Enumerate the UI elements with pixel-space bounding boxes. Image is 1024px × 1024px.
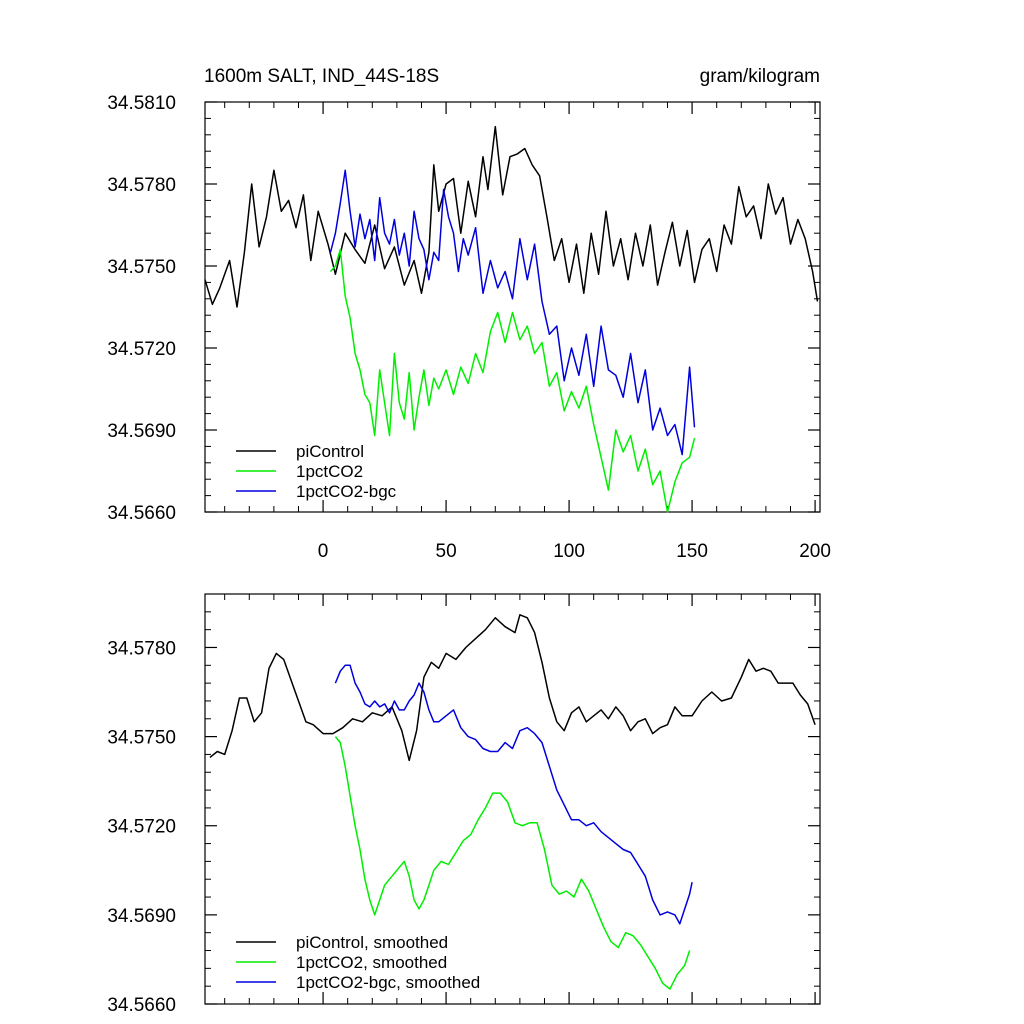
x-tick-label: 0 xyxy=(318,541,329,562)
series-line-picontrol xyxy=(204,125,819,308)
legend-label: 1pctCO2-bgc, smoothed xyxy=(296,973,480,992)
y-tick-label: 34.5660 xyxy=(107,503,176,524)
top-y-tick-labels: 34.5660 34.5690 34.5720 34.5750 34.5780 34.58… xyxy=(107,93,176,524)
x-tick-label: 150 xyxy=(676,541,708,562)
y-tick-label: 34.5690 xyxy=(107,421,176,442)
y-tick-label: 34.5690 xyxy=(107,906,176,927)
top-ticks xyxy=(205,101,820,513)
series-line-1pctco2-smoothed xyxy=(334,736,691,990)
top-panel: 34.5660 34.5690 34.5720 34.5750 34.5780 34.58… xyxy=(107,93,831,562)
figure-title: 1600m SALT, IND_44S-18S xyxy=(204,66,439,87)
y-tick-label: 34.5780 xyxy=(107,638,176,659)
bottom-ticks xyxy=(205,593,820,1005)
legend-label: 1pctCO2 xyxy=(296,462,363,481)
top-x-tick-labels: 0 50 100 150 200 xyxy=(318,541,831,562)
bottom-y-tick-labels: 34.5660 34.5690 34.5720 34.5750 34.5780 xyxy=(107,638,176,1016)
y-tick-label: 34.5660 xyxy=(107,995,176,1016)
series-line-1pctco2-bgc-smoothed xyxy=(334,664,693,925)
bottom-plot-frame xyxy=(204,593,821,1005)
legend-label: 1pctCO2, smoothed xyxy=(296,953,447,972)
series-line-picontrol-smoothed xyxy=(209,614,816,762)
units-label: gram/kilogram xyxy=(700,66,820,87)
y-tick-label: 34.5810 xyxy=(107,93,176,114)
x-tick-label: 100 xyxy=(553,541,585,562)
x-tick-label: 50 xyxy=(436,541,457,562)
bottom-panel: 34.5660 34.5690 34.5720 34.5750 34.5780 piCo… xyxy=(107,593,821,1016)
top-series-lines xyxy=(204,125,819,513)
y-tick-label: 34.5720 xyxy=(107,817,176,838)
top-plot-frame xyxy=(204,101,821,513)
legend-label: piControl xyxy=(296,442,364,461)
bottom-series-lines xyxy=(209,614,816,990)
series-line-1pctco2 xyxy=(329,248,696,513)
y-tick-label: 34.5780 xyxy=(107,175,176,196)
y-tick-label: 34.5750 xyxy=(107,728,176,749)
legend-label: 1pctCO2-bgc xyxy=(296,482,397,501)
series-line-1pctco2-bgc xyxy=(329,169,696,456)
y-tick-label: 34.5750 xyxy=(107,257,176,278)
y-tick-label: 34.5720 xyxy=(107,339,176,360)
legend-label: piControl, smoothed xyxy=(296,933,448,952)
x-tick-label: 200 xyxy=(799,541,831,562)
